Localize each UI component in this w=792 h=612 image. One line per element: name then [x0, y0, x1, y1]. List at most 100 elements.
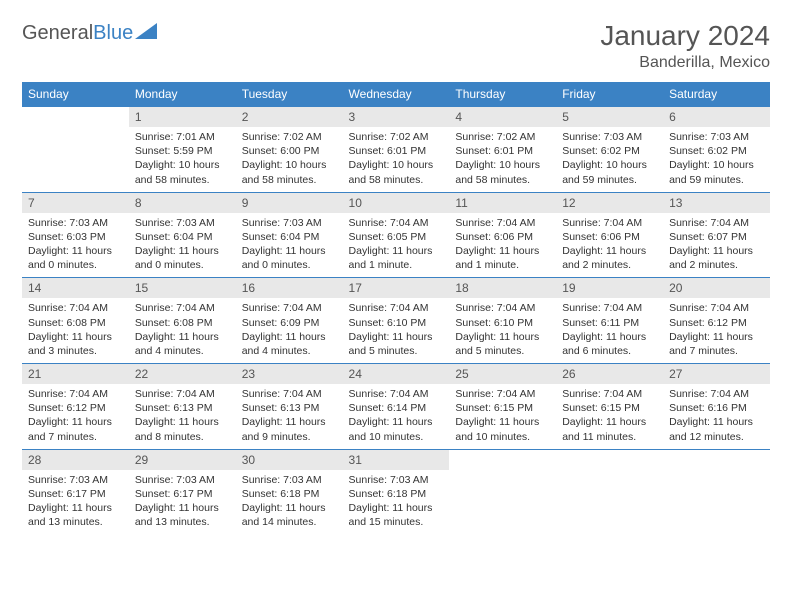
sunset-text: Sunset: 6:00 PM: [242, 144, 337, 158]
daylight-line1: Daylight: 11 hours: [349, 330, 444, 344]
sunset-text: Sunset: 6:09 PM: [242, 316, 337, 330]
daylight-line1: Daylight: 10 hours: [135, 158, 230, 172]
day-details: Sunrise: 7:04 AMSunset: 6:08 PMDaylight:…: [129, 298, 236, 363]
daylight-line2: and 7 minutes.: [669, 344, 764, 358]
day-number: 30: [236, 450, 343, 470]
daylight-line1: Daylight: 11 hours: [562, 330, 657, 344]
daylight-line1: Daylight: 11 hours: [242, 330, 337, 344]
sunset-text: Sunset: 6:04 PM: [135, 230, 230, 244]
daylight-line2: and 15 minutes.: [349, 515, 444, 529]
sunrise-text: Sunrise: 7:03 AM: [242, 216, 337, 230]
day-number: 15: [129, 278, 236, 298]
day-number: 18: [449, 278, 556, 298]
daylight-line1: Daylight: 11 hours: [28, 244, 123, 258]
calendar-day-cell: 14Sunrise: 7:04 AMSunset: 6:08 PMDayligh…: [22, 278, 129, 364]
sunrise-text: Sunrise: 7:04 AM: [562, 387, 657, 401]
calendar-day-cell: 19Sunrise: 7:04 AMSunset: 6:11 PMDayligh…: [556, 278, 663, 364]
daylight-line1: Daylight: 10 hours: [349, 158, 444, 172]
sunrise-text: Sunrise: 7:03 AM: [28, 473, 123, 487]
weekday-header: Thursday: [449, 82, 556, 107]
calendar-week-row: 28Sunrise: 7:03 AMSunset: 6:17 PMDayligh…: [22, 449, 770, 534]
header: GeneralBlue January 2024 Banderilla, Mex…: [22, 20, 770, 72]
calendar-day-cell: 17Sunrise: 7:04 AMSunset: 6:10 PMDayligh…: [343, 278, 450, 364]
sunrise-text: Sunrise: 7:03 AM: [135, 216, 230, 230]
calendar-day-cell: 31Sunrise: 7:03 AMSunset: 6:18 PMDayligh…: [343, 449, 450, 534]
day-number: [22, 107, 129, 113]
daylight-line1: Daylight: 11 hours: [28, 415, 123, 429]
logo-text-general: General: [22, 22, 93, 45]
day-details: Sunrise: 7:04 AMSunset: 6:13 PMDaylight:…: [129, 384, 236, 449]
daylight-line1: Daylight: 11 hours: [455, 415, 550, 429]
day-number: 25: [449, 364, 556, 384]
day-details: Sunrise: 7:04 AMSunset: 6:15 PMDaylight:…: [449, 384, 556, 449]
triangle-icon: [135, 22, 157, 45]
daylight-line2: and 3 minutes.: [28, 344, 123, 358]
calendar-day-cell: 10Sunrise: 7:04 AMSunset: 6:05 PMDayligh…: [343, 192, 450, 278]
weekday-header: Sunday: [22, 82, 129, 107]
sunset-text: Sunset: 6:10 PM: [349, 316, 444, 330]
sunset-text: Sunset: 6:11 PM: [562, 316, 657, 330]
daylight-line1: Daylight: 11 hours: [242, 501, 337, 515]
day-details: Sunrise: 7:03 AMSunset: 6:02 PMDaylight:…: [556, 127, 663, 192]
calendar-day-cell: 7Sunrise: 7:03 AMSunset: 6:03 PMDaylight…: [22, 192, 129, 278]
daylight-line1: Daylight: 11 hours: [669, 244, 764, 258]
sunset-text: Sunset: 6:06 PM: [455, 230, 550, 244]
day-number: 10: [343, 193, 450, 213]
day-details: Sunrise: 7:02 AMSunset: 6:01 PMDaylight:…: [449, 127, 556, 192]
day-details: Sunrise: 7:04 AMSunset: 6:13 PMDaylight:…: [236, 384, 343, 449]
weekday-header-row: Sunday Monday Tuesday Wednesday Thursday…: [22, 82, 770, 107]
sunrise-text: Sunrise: 7:03 AM: [349, 473, 444, 487]
daylight-line2: and 10 minutes.: [455, 430, 550, 444]
sunrise-text: Sunrise: 7:04 AM: [349, 216, 444, 230]
calendar-table: Sunday Monday Tuesday Wednesday Thursday…: [22, 82, 770, 534]
daylight-line2: and 8 minutes.: [135, 430, 230, 444]
day-number: 3: [343, 107, 450, 127]
sunset-text: Sunset: 6:05 PM: [349, 230, 444, 244]
daylight-line1: Daylight: 11 hours: [562, 244, 657, 258]
daylight-line2: and 58 minutes.: [242, 173, 337, 187]
daylight-line2: and 2 minutes.: [669, 258, 764, 272]
sunset-text: Sunset: 6:03 PM: [28, 230, 123, 244]
calendar-day-cell: [556, 449, 663, 534]
calendar-day-cell: [663, 449, 770, 534]
day-number: 23: [236, 364, 343, 384]
daylight-line2: and 5 minutes.: [455, 344, 550, 358]
sunset-text: Sunset: 6:17 PM: [28, 487, 123, 501]
daylight-line2: and 0 minutes.: [135, 258, 230, 272]
day-number: 8: [129, 193, 236, 213]
calendar-day-cell: 26Sunrise: 7:04 AMSunset: 6:15 PMDayligh…: [556, 364, 663, 450]
sunrise-text: Sunrise: 7:04 AM: [669, 387, 764, 401]
daylight-line1: Daylight: 11 hours: [455, 244, 550, 258]
sunrise-text: Sunrise: 7:04 AM: [669, 216, 764, 230]
daylight-line2: and 2 minutes.: [562, 258, 657, 272]
calendar-day-cell: 9Sunrise: 7:03 AMSunset: 6:04 PMDaylight…: [236, 192, 343, 278]
calendar-week-row: 1Sunrise: 7:01 AMSunset: 5:59 PMDaylight…: [22, 107, 770, 193]
calendar-day-cell: 15Sunrise: 7:04 AMSunset: 6:08 PMDayligh…: [129, 278, 236, 364]
sunrise-text: Sunrise: 7:02 AM: [242, 130, 337, 144]
sunset-text: Sunset: 6:10 PM: [455, 316, 550, 330]
day-number: 28: [22, 450, 129, 470]
daylight-line2: and 1 minute.: [455, 258, 550, 272]
sunrise-text: Sunrise: 7:04 AM: [562, 216, 657, 230]
daylight-line2: and 0 minutes.: [242, 258, 337, 272]
sunrise-text: Sunrise: 7:04 AM: [28, 387, 123, 401]
day-number: 7: [22, 193, 129, 213]
calendar-week-row: 7Sunrise: 7:03 AMSunset: 6:03 PMDaylight…: [22, 192, 770, 278]
sunrise-text: Sunrise: 7:03 AM: [562, 130, 657, 144]
daylight-line1: Daylight: 11 hours: [669, 415, 764, 429]
day-number: 9: [236, 193, 343, 213]
day-details: Sunrise: 7:03 AMSunset: 6:17 PMDaylight:…: [129, 470, 236, 535]
sunset-text: Sunset: 6:15 PM: [562, 401, 657, 415]
sunset-text: Sunset: 5:59 PM: [135, 144, 230, 158]
day-number: 21: [22, 364, 129, 384]
daylight-line1: Daylight: 11 hours: [242, 415, 337, 429]
day-details: Sunrise: 7:04 AMSunset: 6:10 PMDaylight:…: [449, 298, 556, 363]
calendar-day-cell: 25Sunrise: 7:04 AMSunset: 6:15 PMDayligh…: [449, 364, 556, 450]
daylight-line1: Daylight: 11 hours: [28, 330, 123, 344]
calendar-day-cell: 30Sunrise: 7:03 AMSunset: 6:18 PMDayligh…: [236, 449, 343, 534]
daylight-line1: Daylight: 11 hours: [669, 330, 764, 344]
logo: GeneralBlue: [22, 22, 157, 45]
sunrise-text: Sunrise: 7:03 AM: [135, 473, 230, 487]
sunrise-text: Sunrise: 7:04 AM: [562, 301, 657, 315]
daylight-line2: and 7 minutes.: [28, 430, 123, 444]
